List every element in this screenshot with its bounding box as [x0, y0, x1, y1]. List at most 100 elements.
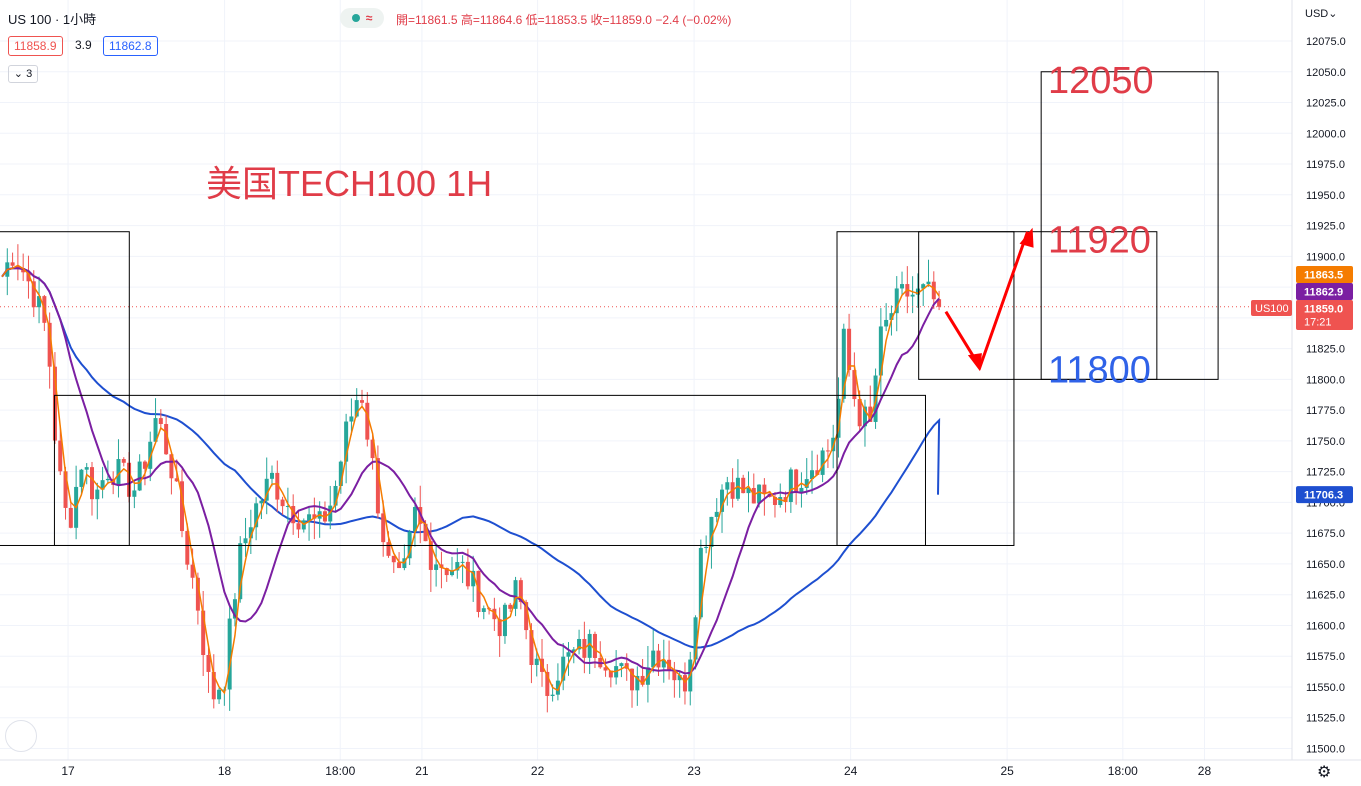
candle-body: [735, 477, 740, 499]
chevron-down-icon: ⌄: [1328, 8, 1338, 20]
candle-body: [529, 630, 534, 666]
candle-body: [704, 546, 709, 548]
spread-value: 3.9: [75, 38, 92, 52]
candle-body: [211, 671, 216, 700]
candle-body: [555, 680, 560, 695]
projection-arrow-head: [967, 353, 982, 372]
range-box: [53, 394, 926, 546]
candle-body: [794, 469, 799, 493]
time-axis: [0, 760, 1361, 786]
candle-body: [550, 694, 555, 696]
candle-body: [545, 671, 550, 696]
candle-body: [900, 284, 905, 289]
candle-body: [804, 479, 809, 488]
candle-body: [471, 570, 476, 587]
candle-body: [227, 618, 232, 690]
candle-body: [592, 633, 597, 658]
candle-body: [142, 461, 147, 469]
candle-body: [132, 490, 137, 497]
candle-body: [68, 507, 73, 528]
price-label-text: 11706.3: [1304, 490, 1343, 502]
candle-body: [47, 322, 52, 367]
price-label-tag: [1296, 300, 1353, 330]
ask-price-button[interactable]: 11862.8: [103, 36, 158, 56]
price-tick-label: 11600.0: [1306, 620, 1345, 632]
candle-body: [360, 400, 365, 403]
time-tick-label: 21: [415, 764, 429, 778]
symbol-legend[interactable]: US 100 · 1小時: [8, 9, 96, 28]
candle-body: [915, 288, 920, 295]
currency-selector[interactable]: USD⌄: [1305, 7, 1337, 20]
candle-body: [460, 561, 465, 563]
candle-body: [10, 262, 15, 266]
candle-body: [894, 288, 899, 314]
candle-body: [238, 543, 243, 600]
candle-body: [37, 296, 42, 308]
price-label-text: 11859.0: [1304, 304, 1343, 316]
candle-body: [926, 281, 931, 285]
candle-body: [587, 633, 592, 658]
price-tick-label: 11800.0: [1306, 374, 1345, 386]
candle-body: [270, 472, 275, 479]
candle-body: [169, 454, 174, 479]
candle-body: [677, 675, 682, 681]
candle-body: [714, 511, 719, 517]
candle-body: [338, 461, 343, 486]
price-label-text: 11863.5: [1304, 270, 1343, 282]
moving-average-short: [1, 264, 940, 695]
price-tick-label: 11825.0: [1306, 344, 1345, 356]
market-status-pill[interactable]: ≈: [340, 8, 384, 28]
symbol-tag: [1251, 300, 1292, 316]
candle-body: [783, 497, 788, 502]
candle-body: [397, 562, 402, 569]
candle-body: [121, 459, 126, 463]
range-box: [1040, 71, 1219, 380]
candle-body: [857, 399, 862, 427]
candle-body: [788, 469, 793, 502]
candle-body: [497, 619, 502, 637]
candle-body: [15, 265, 20, 269]
candle-body: [26, 272, 31, 282]
moving-average-long: [1, 267, 941, 649]
candle-body: [619, 663, 624, 667]
candle-body: [921, 284, 926, 289]
candle-body: [248, 527, 253, 539]
bid-price-button[interactable]: 11858.9: [8, 36, 63, 56]
price-tick-label: 11500.0: [1306, 744, 1345, 756]
candle-body: [931, 281, 936, 300]
candle-body: [291, 506, 296, 524]
price-tick-label: 11650.0: [1306, 559, 1345, 571]
candle-body: [190, 564, 195, 578]
price-tick-label: 11900.0: [1306, 251, 1345, 263]
candle-body: [391, 555, 396, 563]
candle-body: [58, 440, 63, 472]
candle-body: [725, 482, 730, 490]
candle-body: [815, 470, 820, 475]
candle-body: [820, 450, 825, 475]
candle-body: [571, 649, 576, 653]
price-tick-label: 11675.0: [1306, 528, 1345, 540]
price-tick-label: 11950.0: [1306, 190, 1345, 202]
price-tick-label: 12075.0: [1306, 36, 1346, 48]
candle-body: [105, 478, 110, 481]
price-tick-label: 12050.0: [1306, 67, 1346, 79]
candle-body: [296, 523, 301, 530]
candle-body: [95, 489, 100, 500]
candle-body: [275, 472, 280, 500]
candle-body: [868, 406, 873, 422]
candle-body: [847, 328, 852, 371]
candle-body: [608, 670, 613, 678]
candle-body: [672, 670, 677, 681]
indicators-collapse-button[interactable]: ⌄ 3: [8, 65, 38, 83]
candle-body: [481, 608, 486, 612]
candle-body: [751, 487, 756, 504]
candle-body: [344, 421, 349, 462]
projection-arrow-path: [944, 231, 1029, 371]
price-tick-label: 11575.0: [1306, 651, 1345, 663]
scroll-to-realtime-button[interactable]: [5, 720, 37, 752]
candle-body: [661, 659, 666, 668]
gear-icon[interactable]: ⚙: [1317, 764, 1332, 781]
candle-body: [884, 319, 889, 327]
candle-body: [116, 459, 121, 485]
